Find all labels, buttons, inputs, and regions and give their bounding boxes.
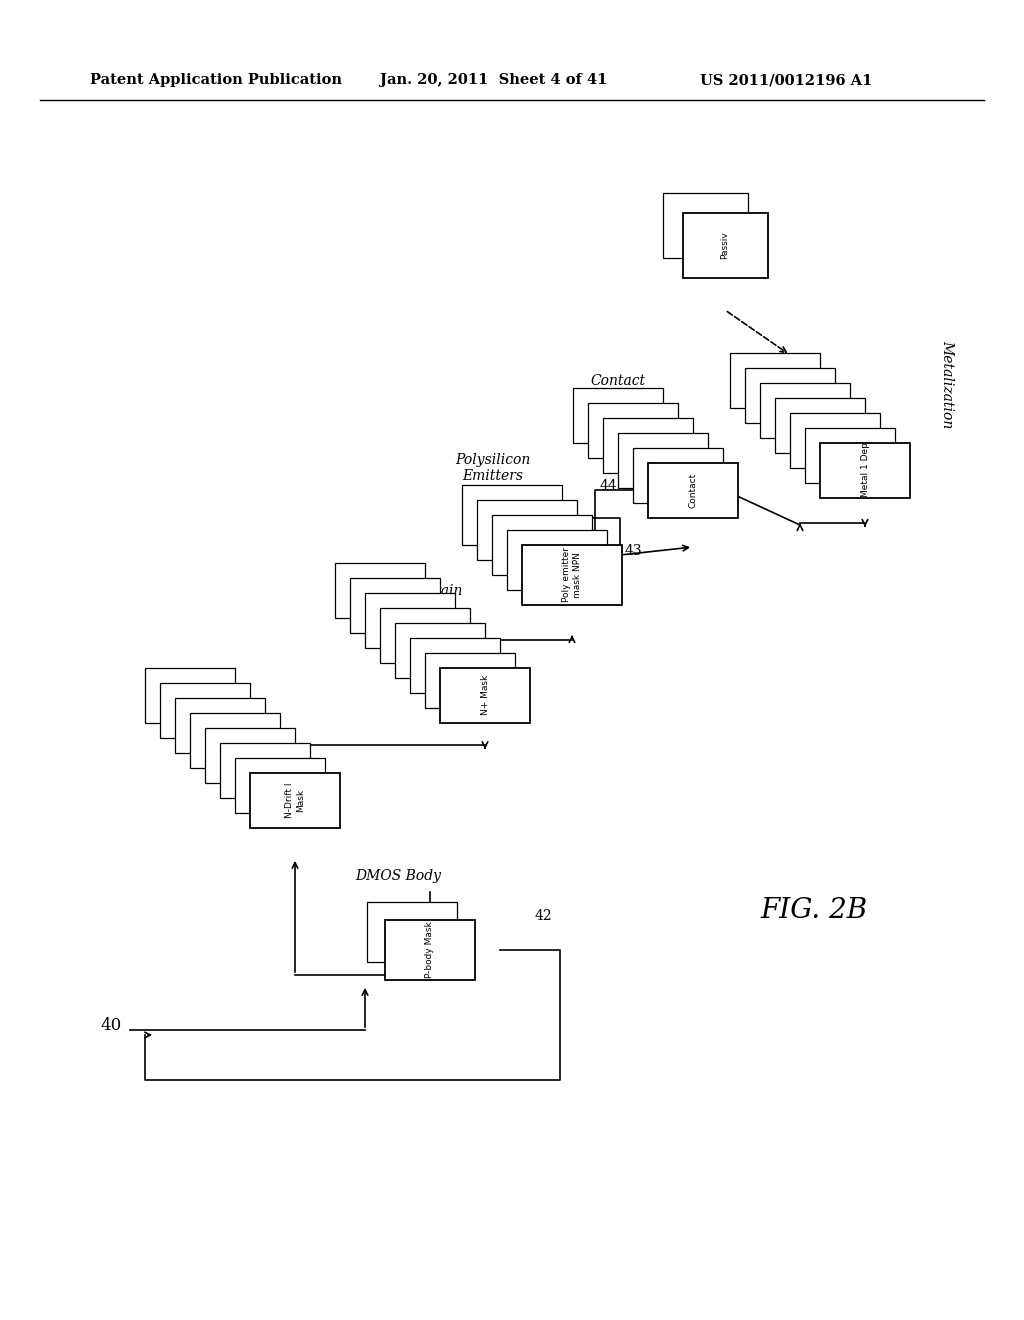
Text: N+ Mask: N+ Mask (480, 675, 489, 715)
Text: 44: 44 (600, 479, 617, 492)
Bar (410, 638, 500, 693)
Bar (522, 545, 622, 605)
Bar (205, 727, 295, 783)
Text: Passiv: Passiv (721, 231, 729, 259)
Bar (145, 668, 234, 722)
Bar (385, 920, 475, 979)
Text: Metal 1 Dep: Metal 1 Dep (860, 442, 869, 498)
Text: 41: 41 (400, 964, 418, 978)
Bar (820, 442, 910, 498)
Text: 42: 42 (535, 909, 553, 923)
Bar (250, 772, 340, 828)
Bar (790, 412, 880, 467)
Text: N-Drift I
Mask: N-Drift I Mask (286, 783, 305, 818)
Bar (775, 397, 865, 453)
Bar (380, 607, 470, 663)
Bar (760, 383, 850, 437)
Text: 40: 40 (100, 1016, 121, 1034)
Text: Contact: Contact (688, 473, 697, 508)
Text: Poly emitter
mask NPN: Poly emitter mask NPN (562, 548, 582, 602)
Bar (730, 352, 820, 408)
Bar (160, 682, 250, 738)
Text: Metalization: Metalization (940, 341, 954, 428)
Text: US 2011/0012196 A1: US 2011/0012196 A1 (700, 73, 872, 87)
Bar (618, 433, 708, 487)
Bar (573, 388, 663, 442)
Bar (365, 593, 455, 648)
Bar (683, 213, 768, 277)
Bar (805, 428, 895, 483)
Text: P-body Mask: P-body Mask (426, 921, 434, 978)
Text: Source/Drain: Source/Drain (370, 583, 464, 598)
Bar (588, 403, 678, 458)
Bar (477, 500, 577, 560)
Bar (425, 652, 515, 708)
Bar (395, 623, 485, 677)
Bar (335, 562, 425, 618)
Bar (745, 367, 835, 422)
Bar (234, 758, 325, 813)
Bar (492, 515, 592, 576)
Bar (220, 742, 310, 797)
Text: Contact: Contact (590, 374, 645, 388)
Bar (440, 668, 530, 722)
Bar (648, 462, 738, 517)
Bar (190, 713, 280, 767)
Text: Jan. 20, 2011  Sheet 4 of 41: Jan. 20, 2011 Sheet 4 of 41 (380, 73, 607, 87)
Text: DMOS Body: DMOS Body (355, 869, 441, 883)
Bar (462, 484, 562, 545)
Text: 43: 43 (625, 544, 643, 558)
Text: FIG. 2B: FIG. 2B (760, 896, 867, 924)
Text: Shallow
Drift: Shallow Drift (145, 693, 201, 723)
Text: Patent Application Publication: Patent Application Publication (90, 73, 342, 87)
Bar (633, 447, 723, 503)
Bar (603, 417, 693, 473)
Bar (367, 902, 457, 962)
Bar (507, 531, 607, 590)
Bar (350, 578, 440, 632)
Bar (663, 193, 748, 257)
Text: Polysilicon
Emitters: Polysilicon Emitters (455, 453, 530, 483)
Bar (175, 697, 265, 752)
